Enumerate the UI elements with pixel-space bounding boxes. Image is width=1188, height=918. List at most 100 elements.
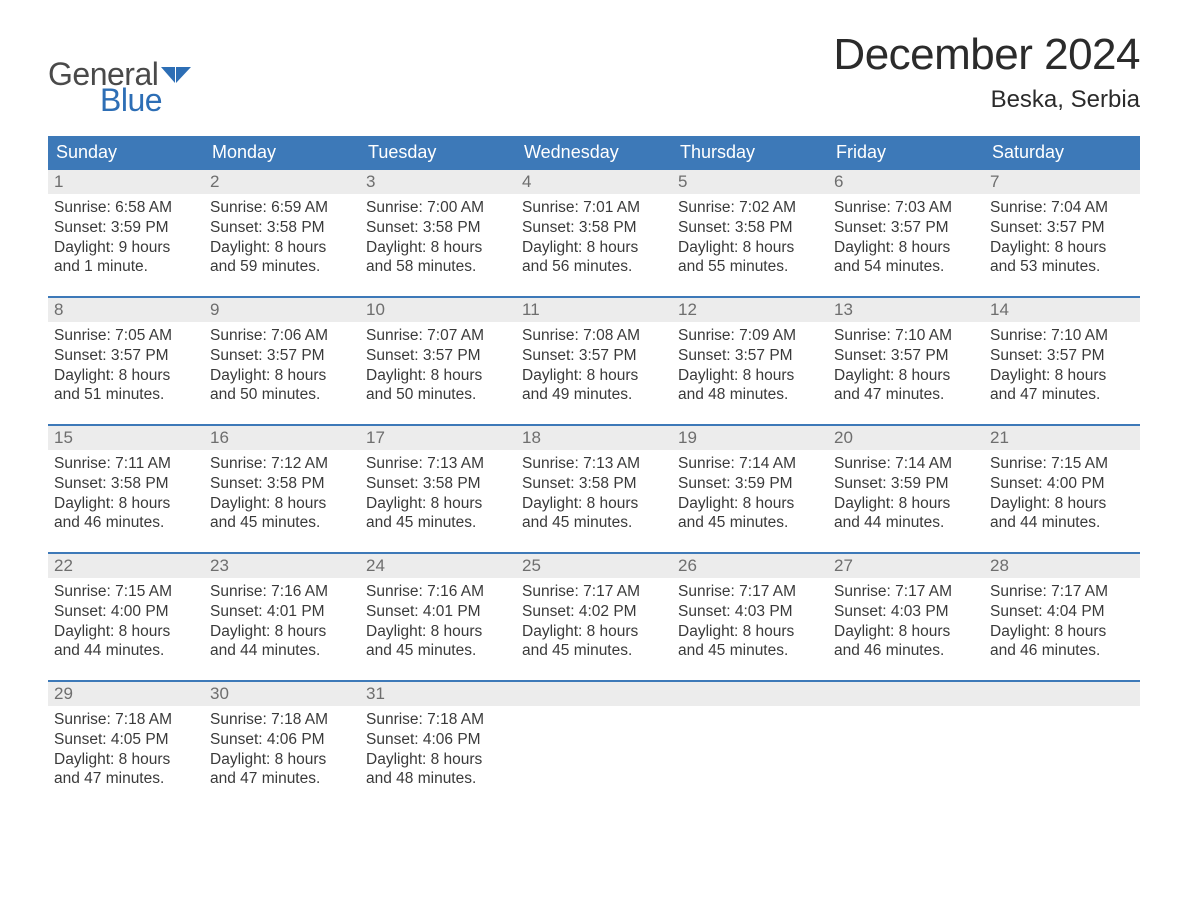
sunrise-text: Sunrise: 7:04 AM [990,198,1134,218]
daylight-text-2: and 54 minutes. [834,257,978,277]
daylight-text-2: and 47 minutes. [834,385,978,405]
day-content [984,706,1140,786]
day-cell: 7Sunrise: 7:04 AMSunset: 3:57 PMDaylight… [984,170,1140,296]
daylight-text: Daylight: 8 hours [990,366,1134,386]
sunset-text: Sunset: 3:58 PM [366,218,510,238]
sunrise-text: Sunrise: 7:16 AM [210,582,354,602]
sunset-text: Sunset: 3:57 PM [834,218,978,238]
day-content: Sunrise: 7:17 AMSunset: 4:04 PMDaylight:… [984,578,1140,669]
day-cell [984,682,1140,808]
day-cell: 18Sunrise: 7:13 AMSunset: 3:58 PMDayligh… [516,426,672,552]
day-number: 26 [672,554,828,578]
day-number: 11 [516,298,672,322]
day-cell: 29Sunrise: 7:18 AMSunset: 4:05 PMDayligh… [48,682,204,808]
day-cell: 13Sunrise: 7:10 AMSunset: 3:57 PMDayligh… [828,298,984,424]
day-number: 27 [828,554,984,578]
sunset-text: Sunset: 3:58 PM [210,218,354,238]
sunset-text: Sunset: 3:58 PM [54,474,198,494]
day-number [828,682,984,706]
sunset-text: Sunset: 3:59 PM [678,474,822,494]
daylight-text-2: and 53 minutes. [990,257,1134,277]
sunset-text: Sunset: 3:57 PM [366,346,510,366]
sunrise-text: Sunrise: 7:18 AM [366,710,510,730]
day-number: 5 [672,170,828,194]
day-content: Sunrise: 7:01 AMSunset: 3:58 PMDaylight:… [516,194,672,285]
sunrise-text: Sunrise: 6:58 AM [54,198,198,218]
day-content: Sunrise: 7:10 AMSunset: 3:57 PMDaylight:… [984,322,1140,413]
sunset-text: Sunset: 3:58 PM [366,474,510,494]
week-row: 1Sunrise: 6:58 AMSunset: 3:59 PMDaylight… [48,170,1140,296]
day-content: Sunrise: 7:14 AMSunset: 3:59 PMDaylight:… [672,450,828,541]
sunrise-text: Sunrise: 7:17 AM [522,582,666,602]
daylight-text: Daylight: 8 hours [54,622,198,642]
day-cell: 28Sunrise: 7:17 AMSunset: 4:04 PMDayligh… [984,554,1140,680]
day-cell: 24Sunrise: 7:16 AMSunset: 4:01 PMDayligh… [360,554,516,680]
day-number: 23 [204,554,360,578]
day-number: 21 [984,426,1140,450]
daylight-text-2: and 44 minutes. [834,513,978,533]
day-number: 28 [984,554,1140,578]
week-row: 8Sunrise: 7:05 AMSunset: 3:57 PMDaylight… [48,296,1140,424]
sunset-text: Sunset: 4:05 PM [54,730,198,750]
day-cell: 1Sunrise: 6:58 AMSunset: 3:59 PMDaylight… [48,170,204,296]
day-cell: 11Sunrise: 7:08 AMSunset: 3:57 PMDayligh… [516,298,672,424]
sunset-text: Sunset: 3:57 PM [834,346,978,366]
daylight-text-2: and 1 minute. [54,257,198,277]
day-content: Sunrise: 7:18 AMSunset: 4:06 PMDaylight:… [360,706,516,797]
title-block: December 2024 Beska, Serbia [833,30,1140,114]
day-number: 6 [828,170,984,194]
sunset-text: Sunset: 4:03 PM [678,602,822,622]
daylight-text: Daylight: 8 hours [522,622,666,642]
daylight-text: Daylight: 8 hours [678,366,822,386]
day-cell: 2Sunrise: 6:59 AMSunset: 3:58 PMDaylight… [204,170,360,296]
day-cell [828,682,984,808]
sunset-text: Sunset: 3:59 PM [54,218,198,238]
week-row: 29Sunrise: 7:18 AMSunset: 4:05 PMDayligh… [48,680,1140,808]
daylight-text-2: and 48 minutes. [366,769,510,789]
day-content: Sunrise: 6:58 AMSunset: 3:59 PMDaylight:… [48,194,204,285]
day-cell: 14Sunrise: 7:10 AMSunset: 3:57 PMDayligh… [984,298,1140,424]
daylight-text-2: and 56 minutes. [522,257,666,277]
sunrise-text: Sunrise: 7:11 AM [54,454,198,474]
sunrise-text: Sunrise: 7:08 AM [522,326,666,346]
day-header-thu: Thursday [672,136,828,170]
daylight-text-2: and 46 minutes. [990,641,1134,661]
daylight-text-2: and 55 minutes. [678,257,822,277]
day-number: 4 [516,170,672,194]
day-number: 13 [828,298,984,322]
daylight-text: Daylight: 8 hours [678,494,822,514]
day-cell [672,682,828,808]
daylight-text: Daylight: 8 hours [210,750,354,770]
day-content: Sunrise: 7:12 AMSunset: 3:58 PMDaylight:… [204,450,360,541]
sunrise-text: Sunrise: 7:18 AM [210,710,354,730]
sunrise-text: Sunrise: 7:03 AM [834,198,978,218]
daylight-text-2: and 45 minutes. [210,513,354,533]
daylight-text: Daylight: 8 hours [210,622,354,642]
day-content: Sunrise: 7:09 AMSunset: 3:57 PMDaylight:… [672,322,828,413]
day-content: Sunrise: 7:05 AMSunset: 3:57 PMDaylight:… [48,322,204,413]
day-cell: 15Sunrise: 7:11 AMSunset: 3:58 PMDayligh… [48,426,204,552]
day-cell: 8Sunrise: 7:05 AMSunset: 3:57 PMDaylight… [48,298,204,424]
daylight-text-2: and 59 minutes. [210,257,354,277]
daylight-text-2: and 45 minutes. [678,641,822,661]
sunrise-text: Sunrise: 7:18 AM [54,710,198,730]
day-cell: 25Sunrise: 7:17 AMSunset: 4:02 PMDayligh… [516,554,672,680]
daylight-text: Daylight: 8 hours [834,238,978,258]
sunrise-text: Sunrise: 7:09 AM [678,326,822,346]
daylight-text: Daylight: 8 hours [54,494,198,514]
day-content [672,706,828,786]
daylight-text: Daylight: 8 hours [366,750,510,770]
day-content: Sunrise: 7:06 AMSunset: 3:57 PMDaylight:… [204,322,360,413]
day-header-sun: Sunday [48,136,204,170]
day-number: 31 [360,682,516,706]
daylight-text: Daylight: 8 hours [210,366,354,386]
daylight-text: Daylight: 8 hours [366,622,510,642]
daylight-text-2: and 46 minutes. [54,513,198,533]
day-cell: 23Sunrise: 7:16 AMSunset: 4:01 PMDayligh… [204,554,360,680]
day-cell: 19Sunrise: 7:14 AMSunset: 3:59 PMDayligh… [672,426,828,552]
day-content: Sunrise: 7:13 AMSunset: 3:58 PMDaylight:… [360,450,516,541]
day-cell: 27Sunrise: 7:17 AMSunset: 4:03 PMDayligh… [828,554,984,680]
daylight-text-2: and 45 minutes. [678,513,822,533]
day-cell: 17Sunrise: 7:13 AMSunset: 3:58 PMDayligh… [360,426,516,552]
day-number: 16 [204,426,360,450]
